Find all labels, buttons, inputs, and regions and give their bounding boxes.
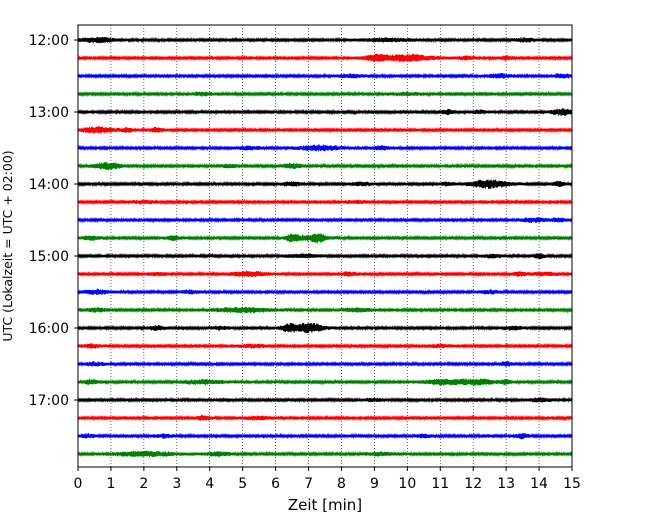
trace-signal [77, 252, 573, 260]
y-tick-label: 17:00 [29, 393, 69, 409]
x-tick-label: 3 [172, 476, 181, 492]
y-tick-label: 13:00 [29, 105, 69, 121]
seismic-trace [77, 288, 573, 296]
trace-signal [77, 233, 573, 244]
x-tick-label: 4 [205, 476, 214, 492]
x-tick-label: 6 [271, 476, 280, 492]
seismic-trace [77, 360, 573, 368]
trace-signal [77, 36, 573, 44]
y-tick-label: 15:00 [29, 249, 69, 265]
x-tick-label: 14 [530, 476, 548, 492]
y-axis-label: UTC (Lokalzeit = UTC + 02:00) [0, 150, 15, 341]
y-axis-ticks: 12:00 13:00 14:00 15:00 16:00 17:00 [29, 33, 78, 409]
trace-signal [77, 161, 573, 171]
y-tick-label: 16:00 [29, 321, 69, 337]
trace-signal [77, 288, 573, 296]
seismic-trace [77, 450, 573, 458]
trace-signal [77, 360, 573, 368]
x-tick-label: 13 [497, 476, 515, 492]
y-tick-label: 12:00 [29, 33, 69, 49]
trace-signal [77, 322, 573, 334]
trace-signal [77, 179, 573, 189]
x-tick-label: 2 [139, 476, 148, 492]
seismic-trace [77, 252, 573, 260]
seismic-trace [77, 322, 573, 334]
trace-signal [77, 72, 573, 80]
seismic-trace [77, 161, 573, 171]
seismic-trace [77, 414, 573, 422]
trace-signal [77, 432, 573, 440]
y-tick-label: 14:00 [29, 177, 69, 193]
seismic-trace [77, 36, 573, 44]
x-tick-label: 12 [464, 476, 482, 492]
trace-signal [77, 216, 573, 224]
trace-signal [77, 414, 573, 422]
trace-signal [77, 53, 573, 63]
seismic-trace [77, 233, 573, 244]
seismic-trace [77, 53, 573, 63]
trace-signal [77, 126, 573, 134]
x-tick-label: 9 [370, 476, 379, 492]
x-axis-label: Zeit [min] [288, 496, 362, 514]
seismic-trace [77, 216, 573, 224]
trace-signal [77, 270, 573, 278]
seismic-trace [77, 179, 573, 189]
trace-lines [77, 36, 573, 458]
trace-signal [77, 378, 573, 386]
trace-signal [77, 450, 573, 458]
seismic-trace [77, 270, 573, 278]
seismic-trace [77, 432, 573, 440]
seismic-trace [77, 396, 573, 404]
seismic-trace [77, 378, 573, 386]
x-tick-label: 10 [398, 476, 416, 492]
x-tick-label: 1 [106, 476, 115, 492]
x-tick-label: 7 [304, 476, 313, 492]
trace-signal [77, 342, 573, 350]
x-tick-label: 0 [74, 476, 83, 492]
seismic-trace [77, 342, 573, 350]
trace-signal [77, 396, 573, 404]
x-tick-label: 11 [431, 476, 449, 492]
seismic-trace [77, 107, 573, 116]
trace-signal [77, 107, 573, 116]
x-tick-label: 15 [563, 476, 581, 492]
trace-signal [77, 90, 573, 98]
trace-signal [77, 198, 573, 206]
trace-signal [77, 144, 573, 152]
seismic-trace [77, 90, 573, 98]
x-axis-ticks: 0 1 2 3 4 5 6 7 8 9 10 11 12 13 14 15 [74, 467, 581, 492]
plot-frame [77, 24, 573, 468]
seismic-trace [77, 198, 573, 206]
x-tick-label: 5 [238, 476, 247, 492]
seismic-trace [77, 126, 573, 134]
seismic-trace [77, 306, 573, 314]
seismic-trace [77, 144, 573, 152]
trace-signal [77, 306, 573, 314]
x-tick-label: 8 [337, 476, 346, 492]
seismic-trace [77, 72, 573, 80]
